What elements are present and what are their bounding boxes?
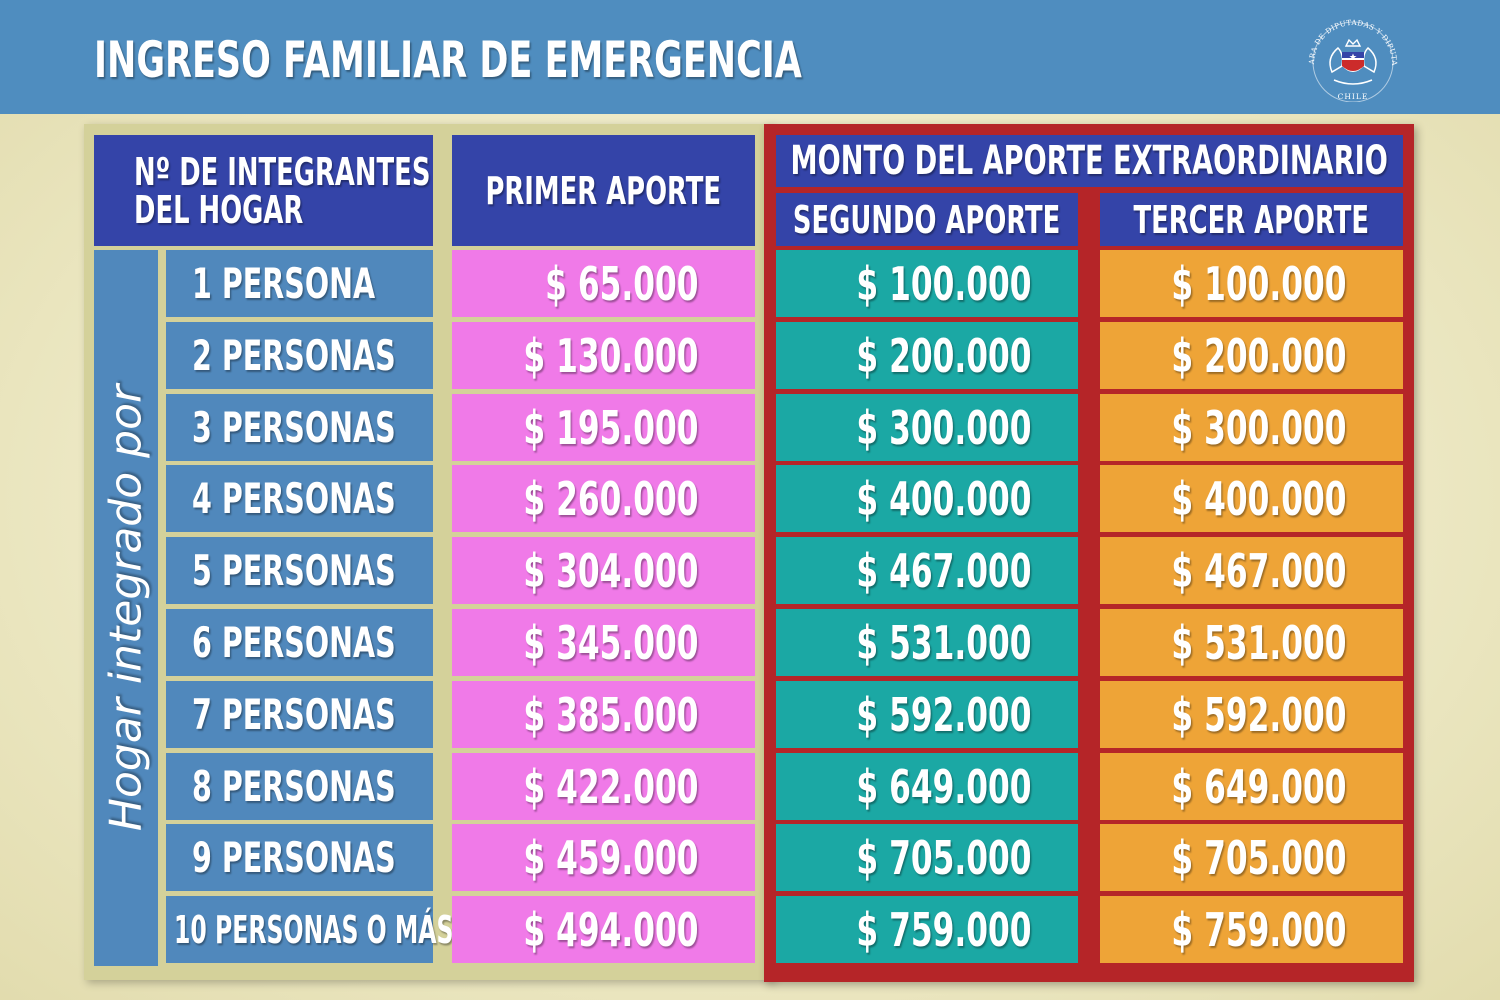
amount-value: $ 345.000	[523, 615, 699, 670]
segundo-aporte-cell: $ 467.000	[776, 537, 1078, 604]
amount-value: $ 400.000	[856, 471, 1032, 526]
amount-value: $ 422.000	[523, 759, 699, 814]
header-segundo-label: SEGUNDO APORTE	[793, 197, 1061, 242]
row-label-cell: 8 PERSONAS	[166, 753, 433, 820]
amount-value: $ 100.000	[856, 256, 1032, 311]
primer-aporte-cell: $ 65.000	[452, 250, 755, 317]
segundo-aporte-cell: $ 200.000	[776, 322, 1078, 389]
amount-value: $ 531.000	[856, 615, 1032, 670]
header-tercer-aporte: TERCER APORTE	[1100, 193, 1403, 246]
amount-value: $ 260.000	[523, 471, 699, 526]
segundo-aporte-cell: $ 400.000	[776, 465, 1078, 532]
primer-aporte-cell: $ 385.000	[452, 681, 755, 748]
header-tercer-label: TERCER APORTE	[1133, 197, 1370, 242]
tercer-aporte-cell: $ 592.000	[1100, 681, 1403, 748]
amount-value: $ 759.000	[856, 902, 1032, 957]
header-integrantes-line2: DEL HOGAR	[134, 187, 304, 232]
header-integrantes-line1: Nº DE INTEGRANTES	[134, 149, 431, 194]
row-label: 3 PERSONAS	[192, 403, 396, 452]
amount-value: $ 592.000	[856, 687, 1032, 742]
primer-aporte-cell: $ 260.000	[452, 465, 755, 532]
amount-value: $ 200.000	[856, 328, 1032, 383]
tercer-aporte-cell: $ 531.000	[1100, 609, 1403, 676]
row-label-cell: 1 PERSONA	[166, 250, 433, 317]
amount-value: $ 649.000	[856, 759, 1032, 814]
primer-aporte-cell: $ 345.000	[452, 609, 755, 676]
row-label: 10 PERSONAS O MÁS	[174, 907, 454, 952]
row-label-cell: 9 PERSONAS	[166, 824, 433, 891]
amount-value: $ 304.000	[523, 543, 699, 598]
segundo-aporte-cell: $ 705.000	[776, 824, 1078, 891]
amount-value: $ 65.000	[545, 256, 699, 311]
row-label: 7 PERSONAS	[192, 690, 396, 739]
header-monto-label: MONTO DEL APORTE EXTRAORDINARIO	[790, 138, 1389, 184]
row-label: 5 PERSONAS	[192, 546, 396, 595]
header-segundo-aporte: SEGUNDO APORTE	[776, 193, 1078, 246]
tercer-aporte-cell: $ 649.000	[1100, 753, 1403, 820]
segundo-aporte-cell: $ 649.000	[776, 753, 1078, 820]
amount-value: $ 705.000	[856, 830, 1032, 885]
segundo-aporte-cell: $ 759.000	[776, 896, 1078, 963]
page-title: INGRESO FAMILIAR DE EMERGENCIA	[94, 31, 802, 89]
primer-aporte-cell: $ 494.000	[452, 896, 755, 963]
row-label-cell: 10 PERSONAS O MÁS	[166, 896, 453, 963]
amount-value: $ 459.000	[523, 830, 699, 885]
amount-value: $ 195.000	[523, 400, 699, 455]
amount-value: $ 400.000	[1171, 471, 1347, 526]
amount-value: $ 494.000	[523, 902, 699, 957]
amount-value: $ 759.000	[1171, 902, 1347, 957]
row-label: 4 PERSONAS	[192, 474, 396, 523]
header-monto-extraordinario: MONTO DEL APORTE EXTRAORDINARIO	[776, 135, 1403, 187]
row-label: 9 PERSONAS	[192, 833, 396, 882]
row-label-cell: 3 PERSONAS	[166, 394, 433, 461]
row-label-cell: 6 PERSONAS	[166, 609, 433, 676]
tercer-aporte-cell: $ 100.000	[1100, 250, 1403, 317]
amount-value: $ 300.000	[1171, 400, 1347, 455]
primer-aporte-cell: $ 130.000	[452, 322, 755, 389]
segundo-aporte-cell: $ 300.000	[776, 394, 1078, 461]
header-integrantes: Nº DE INTEGRANTES DEL HOGAR	[94, 135, 433, 246]
row-label-cell: 7 PERSONAS	[166, 681, 433, 748]
segundo-aporte-cell: $ 531.000	[776, 609, 1078, 676]
row-label: 6 PERSONAS	[192, 618, 396, 667]
segundo-aporte-cell: $ 100.000	[776, 250, 1078, 317]
primer-aporte-cell: $ 422.000	[452, 753, 755, 820]
camara-seal-logo: CÁMARA DE DIPUTADAS Y DIPUTADOS CHILE	[1304, 14, 1399, 102]
tercer-aporte-cell: $ 759.000	[1100, 896, 1403, 963]
amount-value: $ 100.000	[1171, 256, 1347, 311]
primer-aporte-cell: $ 304.000	[452, 537, 755, 604]
segundo-aporte-cell: $ 592.000	[776, 681, 1078, 748]
amount-value: $ 592.000	[1171, 687, 1347, 742]
amount-value: $ 130.000	[523, 328, 699, 383]
row-label: 2 PERSONAS	[192, 331, 396, 380]
row-label-cell: 5 PERSONAS	[166, 537, 433, 604]
tercer-aporte-cell: $ 467.000	[1100, 537, 1403, 604]
amount-value: $ 385.000	[523, 687, 699, 742]
row-group-text: Hogar integrado por	[100, 384, 152, 832]
amount-value: $ 705.000	[1171, 830, 1347, 885]
amount-value: $ 467.000	[856, 543, 1032, 598]
header-primer-label: PRIMER APORTE	[485, 168, 722, 213]
header-bar: INGRESO FAMILIAR DE EMERGENCIA CÁMARA DE…	[0, 0, 1500, 114]
amount-value: $ 649.000	[1171, 759, 1347, 814]
primer-aporte-cell: $ 459.000	[452, 824, 755, 891]
seal-bottom-text: CHILE	[1338, 92, 1369, 101]
tercer-aporte-cell: $ 300.000	[1100, 394, 1403, 461]
row-label: 8 PERSONAS	[192, 762, 396, 811]
amount-value: $ 467.000	[1171, 543, 1347, 598]
header-primer-aporte: PRIMER APORTE	[452, 135, 755, 246]
amount-value: $ 200.000	[1171, 328, 1347, 383]
row-label-cell: 4 PERSONAS	[166, 465, 433, 532]
condor-huemul-emblem-icon	[1329, 38, 1377, 85]
tercer-aporte-cell: $ 200.000	[1100, 322, 1403, 389]
row-group-label: Hogar integrado por	[94, 250, 158, 966]
amount-value: $ 300.000	[856, 400, 1032, 455]
amount-value: $ 531.000	[1171, 615, 1347, 670]
tercer-aporte-cell: $ 400.000	[1100, 465, 1403, 532]
primer-aporte-cell: $ 195.000	[452, 394, 755, 461]
row-label-cell: 2 PERSONAS	[166, 322, 433, 389]
tercer-aporte-cell: $ 705.000	[1100, 824, 1403, 891]
row-label: 1 PERSONA	[192, 259, 376, 308]
